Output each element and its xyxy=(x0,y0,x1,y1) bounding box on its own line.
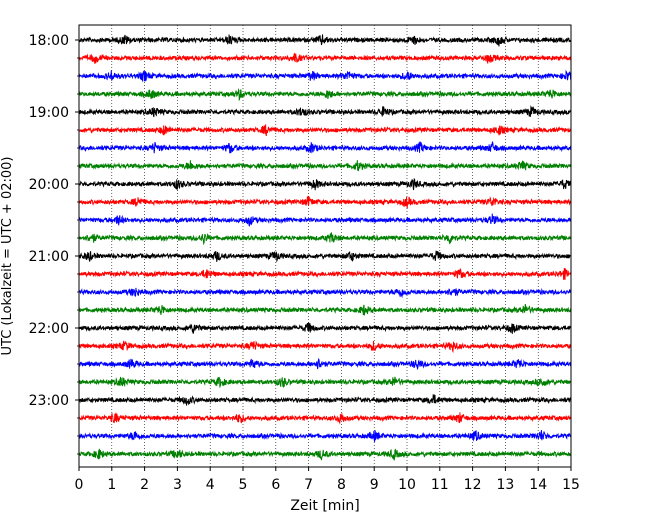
y-tick-label-1800: 18:00 xyxy=(29,33,69,49)
trace-row-1800 xyxy=(78,34,572,47)
x-tick-label-1: 1 xyxy=(107,477,116,493)
x-tick-label-7: 7 xyxy=(304,477,313,493)
x-tick-label-5: 5 xyxy=(239,477,248,493)
x-tick-label-4: 4 xyxy=(206,477,215,493)
trace-row-2145 xyxy=(78,303,572,316)
trace-row-2230 xyxy=(78,357,572,371)
trace-row-2300 xyxy=(78,393,572,406)
trace-row-2330 xyxy=(78,430,572,442)
trace-row-2215 xyxy=(78,340,572,354)
x-tick-label-14: 14 xyxy=(529,477,547,493)
trace-row-2245 xyxy=(78,376,572,389)
y-tick-label-2000: 20:00 xyxy=(29,177,69,193)
y-tick-label-2200: 22:00 xyxy=(29,321,69,337)
trace-row-1915 xyxy=(78,124,572,137)
trace-row-1845 xyxy=(78,88,572,102)
trace-row-2015 xyxy=(78,195,572,209)
x-tick-label-10: 10 xyxy=(398,477,416,493)
trace-row-1945 xyxy=(78,160,572,172)
x-tick-label-8: 8 xyxy=(337,477,346,493)
trace-row-2115 xyxy=(78,267,572,281)
y-axis-ticks: 18:00 19:00 20:00 21:00 22:00 23:00 xyxy=(29,33,79,455)
trace-row-2045 xyxy=(78,232,572,246)
trace-row-2130 xyxy=(78,287,572,299)
trace-row-2200 xyxy=(78,322,572,334)
trace-row-2315 xyxy=(78,412,572,425)
y-tick-label-1900: 19:00 xyxy=(29,105,69,121)
x-tick-label-0: 0 xyxy=(75,477,84,493)
y-tick-label-2300: 23:00 xyxy=(29,393,69,409)
x-tick-label-9: 9 xyxy=(370,477,379,493)
trace-row-2000 xyxy=(78,177,572,191)
x-axis-ticks: 0 1 2 3 4 5 6 7 8 9 10 11 12 13 14 15 xyxy=(75,467,580,493)
x-tick-label-3: 3 xyxy=(173,477,182,493)
trace-row-1900 xyxy=(78,105,572,118)
trace-row-2345 xyxy=(78,448,572,461)
x-axis-label: Zeit [min] xyxy=(290,498,359,514)
x-tick-label-12: 12 xyxy=(464,477,482,493)
x-tick-label-6: 6 xyxy=(271,477,280,493)
y-axis-label: UTC (Lokalzeit = UTC + 02:00) xyxy=(0,157,15,356)
trace-row-2030 xyxy=(78,213,572,227)
plot-frame xyxy=(78,24,572,468)
trace-row-1930 xyxy=(78,141,572,154)
trace-row-2100 xyxy=(78,250,572,263)
y-tick-label-2100: 21:00 xyxy=(29,249,69,265)
x-tick-label-15: 15 xyxy=(562,477,580,493)
x-tick-label-11: 11 xyxy=(431,477,449,493)
trace-row-1815 xyxy=(78,52,572,65)
x-tick-label-13: 13 xyxy=(496,477,514,493)
x-tick-label-2: 2 xyxy=(140,477,149,493)
seismic-traces xyxy=(78,34,572,461)
trace-row-1830 xyxy=(78,69,572,83)
